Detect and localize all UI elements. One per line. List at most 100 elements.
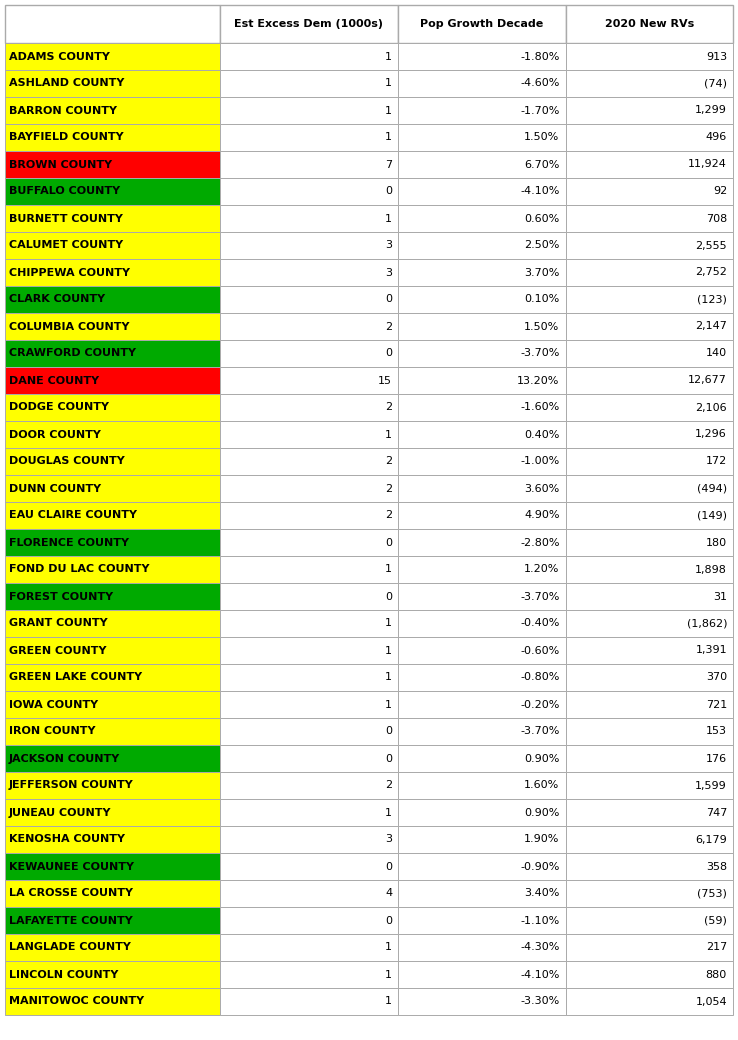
Bar bbox=[220, 286, 398, 313]
Bar bbox=[565, 853, 733, 880]
Text: 7: 7 bbox=[385, 159, 392, 170]
Text: DOUGLAS COUNTY: DOUGLAS COUNTY bbox=[9, 457, 125, 467]
Bar bbox=[565, 529, 733, 556]
Bar bbox=[565, 880, 733, 907]
Bar bbox=[5, 988, 220, 1015]
Text: 2020 New RVs: 2020 New RVs bbox=[604, 19, 694, 29]
Bar bbox=[220, 610, 398, 636]
Text: 0: 0 bbox=[385, 592, 392, 601]
Bar bbox=[398, 502, 565, 529]
Text: 1,296: 1,296 bbox=[695, 430, 727, 440]
Bar bbox=[398, 880, 565, 907]
Text: -3.70%: -3.70% bbox=[520, 348, 559, 359]
Bar bbox=[220, 961, 398, 988]
Text: 1.50%: 1.50% bbox=[524, 321, 559, 332]
Bar bbox=[5, 583, 220, 610]
Text: -0.60%: -0.60% bbox=[520, 646, 559, 655]
Bar bbox=[565, 745, 733, 772]
Text: 92: 92 bbox=[713, 186, 727, 197]
Text: 153: 153 bbox=[706, 727, 727, 736]
Bar bbox=[565, 394, 733, 421]
Bar bbox=[565, 286, 733, 313]
Bar bbox=[220, 745, 398, 772]
Bar bbox=[398, 421, 565, 448]
Bar bbox=[398, 718, 565, 745]
Bar bbox=[5, 124, 220, 151]
Bar bbox=[398, 583, 565, 610]
Bar bbox=[565, 907, 733, 934]
Bar bbox=[398, 97, 565, 124]
Text: -0.80%: -0.80% bbox=[520, 673, 559, 682]
Text: (74): (74) bbox=[704, 78, 727, 88]
Text: ADAMS COUNTY: ADAMS COUNTY bbox=[9, 52, 110, 61]
Text: 0: 0 bbox=[385, 727, 392, 736]
Bar bbox=[398, 394, 565, 421]
Text: 2: 2 bbox=[385, 484, 392, 494]
Text: GREEN COUNTY: GREEN COUNTY bbox=[9, 646, 106, 655]
Bar bbox=[565, 232, 733, 259]
Bar bbox=[565, 367, 733, 394]
Text: FOREST COUNTY: FOREST COUNTY bbox=[9, 592, 113, 601]
Text: 6.70%: 6.70% bbox=[524, 159, 559, 170]
Text: DUNN COUNTY: DUNN COUNTY bbox=[9, 484, 101, 494]
Bar bbox=[5, 880, 220, 907]
Text: CALUMET COUNTY: CALUMET COUNTY bbox=[9, 240, 123, 251]
Text: 3.70%: 3.70% bbox=[524, 267, 559, 278]
Bar bbox=[5, 502, 220, 529]
Bar bbox=[565, 799, 733, 826]
Bar bbox=[5, 448, 220, 475]
Text: IOWA COUNTY: IOWA COUNTY bbox=[9, 700, 98, 709]
Text: 2: 2 bbox=[385, 321, 392, 332]
Text: -0.90%: -0.90% bbox=[520, 861, 559, 872]
Bar bbox=[565, 448, 733, 475]
Bar bbox=[5, 961, 220, 988]
Text: COLUMBIA COUNTY: COLUMBIA COUNTY bbox=[9, 321, 129, 332]
Text: FLORENCE COUNTY: FLORENCE COUNTY bbox=[9, 538, 129, 547]
Bar bbox=[565, 340, 733, 367]
Text: JEFFERSON COUNTY: JEFFERSON COUNTY bbox=[9, 780, 134, 790]
Bar bbox=[398, 529, 565, 556]
Text: 0: 0 bbox=[385, 348, 392, 359]
Bar bbox=[220, 421, 398, 448]
Bar bbox=[398, 853, 565, 880]
Text: 176: 176 bbox=[706, 754, 727, 763]
Bar bbox=[220, 988, 398, 1015]
Text: 2: 2 bbox=[385, 402, 392, 413]
Bar bbox=[398, 70, 565, 97]
Bar bbox=[398, 907, 565, 934]
Bar bbox=[398, 151, 565, 178]
Bar bbox=[398, 691, 565, 718]
Bar bbox=[220, 636, 398, 664]
Text: -2.80%: -2.80% bbox=[520, 538, 559, 547]
Text: (494): (494) bbox=[697, 484, 727, 494]
Bar bbox=[220, 529, 398, 556]
Bar bbox=[398, 799, 565, 826]
Text: 3.60%: 3.60% bbox=[524, 484, 559, 494]
Bar bbox=[220, 556, 398, 583]
Bar bbox=[5, 745, 220, 772]
Bar bbox=[220, 907, 398, 934]
Bar bbox=[398, 988, 565, 1015]
Bar bbox=[398, 556, 565, 583]
Text: 2,752: 2,752 bbox=[695, 267, 727, 278]
Bar bbox=[220, 934, 398, 961]
Bar bbox=[565, 475, 733, 502]
Bar bbox=[220, 448, 398, 475]
Text: GRANT COUNTY: GRANT COUNTY bbox=[9, 619, 108, 628]
Text: 1: 1 bbox=[385, 430, 392, 440]
Bar bbox=[565, 259, 733, 286]
Bar bbox=[220, 70, 398, 97]
Text: 12,677: 12,677 bbox=[688, 375, 727, 386]
Text: -1.60%: -1.60% bbox=[520, 402, 559, 413]
Text: 0: 0 bbox=[385, 294, 392, 305]
Bar bbox=[5, 610, 220, 636]
Text: -1.70%: -1.70% bbox=[520, 105, 559, 115]
Bar bbox=[398, 340, 565, 367]
Text: 0.90%: 0.90% bbox=[524, 807, 559, 817]
Bar bbox=[5, 151, 220, 178]
Bar bbox=[220, 205, 398, 232]
Text: 0: 0 bbox=[385, 754, 392, 763]
Text: 496: 496 bbox=[706, 132, 727, 142]
Bar bbox=[220, 151, 398, 178]
Bar bbox=[565, 70, 733, 97]
